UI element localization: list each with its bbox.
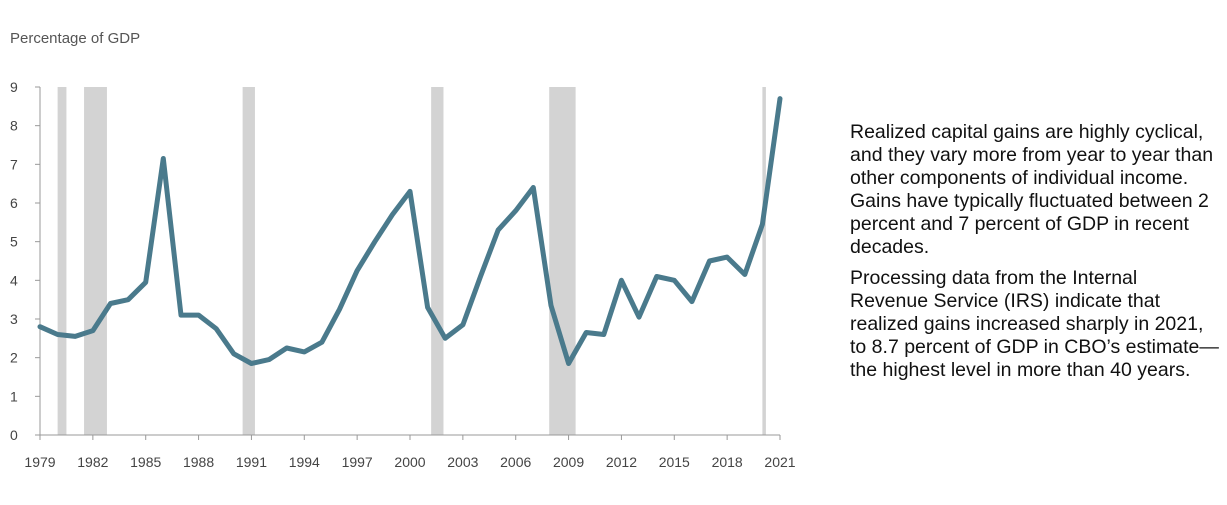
annotation-paragraph-2: Processing data from the Internal Revenu… [850, 267, 1219, 381]
y-tick-label: 8 [10, 118, 18, 134]
y-tick-label: 5 [10, 234, 18, 250]
x-tick-label: 2015 [659, 454, 690, 470]
recession-band-2 [84, 87, 107, 435]
y-tick-label: 3 [10, 311, 18, 327]
annotation-paragraph-1: Realized capital gains are highly cyclic… [850, 121, 1214, 258]
series-line [37, 96, 783, 366]
recession-band-1 [57, 87, 67, 435]
x-tick-label: 2018 [712, 454, 743, 470]
y-tick-label: 9 [10, 79, 18, 95]
recession-shading [57, 87, 766, 435]
x-tick-label: 1979 [24, 454, 55, 470]
recession-band-4 [431, 87, 444, 435]
recession-band-6 [762, 87, 766, 435]
x-tick-label: 1985 [130, 454, 161, 470]
y-tick-label: 1 [10, 388, 18, 404]
y-tick-labels: 0 1 2 3 4 5 6 7 8 9 [10, 79, 40, 443]
y-tick-label: 7 [10, 156, 18, 172]
y-tick-label: 2 [10, 350, 18, 366]
capital-gains-chart: Percentage of GDP 0 1 2 3 4 5 6 7 8 9 1979 1982 198… [10, 30, 796, 470]
y-axis-title: Percentage of GDP [10, 30, 140, 47]
y-tick-label: 6 [10, 195, 18, 211]
y-tick-label: 4 [10, 272, 18, 288]
x-tick-label: 2003 [447, 454, 478, 470]
y-tick-label: 0 [10, 427, 18, 443]
x-tick-label: 2009 [553, 454, 584, 470]
x-tick-labels: 1979 1982 1985 1988 1991 1994 1997 2000 2003 2006… [24, 435, 796, 470]
x-tick-label: 1994 [289, 454, 320, 470]
x-tick-label: 2012 [606, 454, 637, 470]
x-tick-label: 1988 [183, 454, 214, 470]
x-tick-label: 1982 [77, 454, 108, 470]
x-tick-label: 2021 [764, 454, 795, 470]
x-tick-label: 1991 [236, 454, 267, 470]
x-tick-label: 2006 [500, 454, 531, 470]
recession-band-3 [242, 87, 255, 435]
x-tick-label: 1997 [342, 454, 373, 470]
recession-band-5 [549, 87, 576, 435]
x-tick-label: 2000 [394, 454, 425, 470]
annotation-text: Realized capital gains are highly cyclic… [850, 121, 1220, 390]
